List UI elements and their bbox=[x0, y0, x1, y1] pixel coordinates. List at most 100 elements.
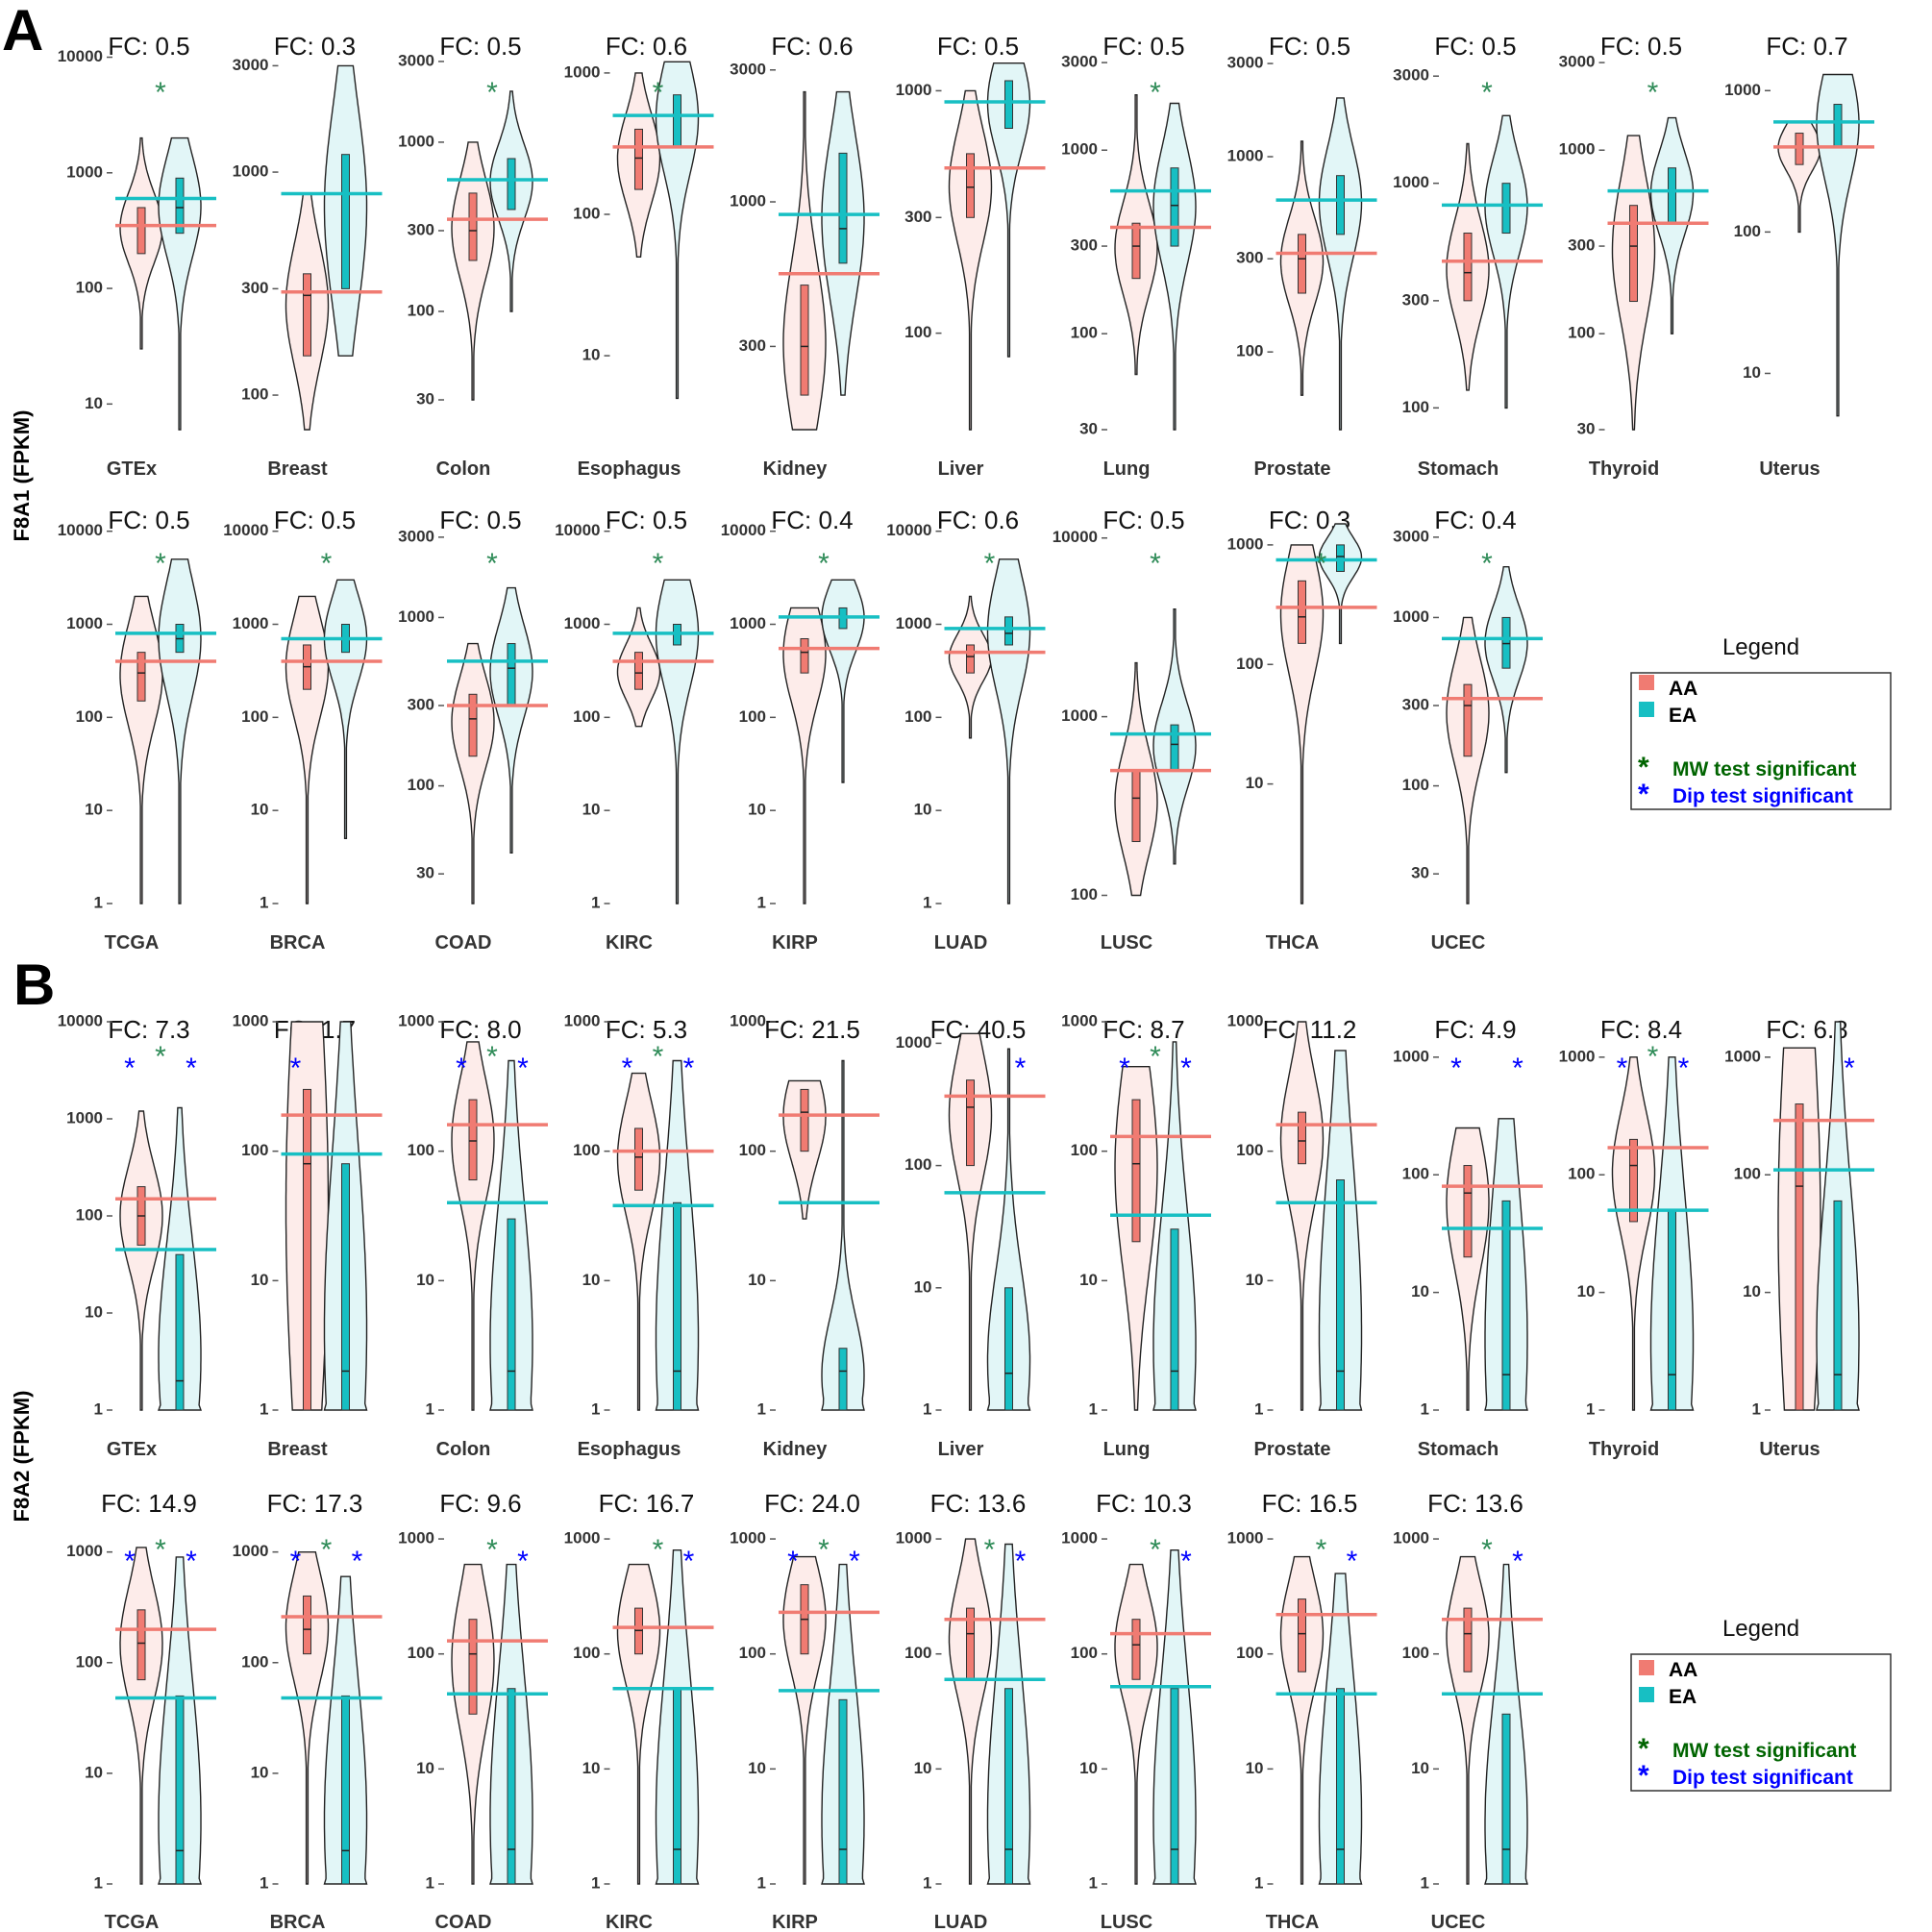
box-aa bbox=[303, 1088, 311, 1411]
facet-lung: FC: 8.7 Lung 1 10 100 1000 * * * bbox=[1061, 1011, 1211, 1460]
dip-star-ea: * bbox=[683, 1053, 695, 1084]
facet-title: FC: 0.5 bbox=[1102, 506, 1184, 534]
panel-b-ylabel: F8A2 (FPKM) bbox=[10, 1391, 34, 1523]
y-tick-label: 100 bbox=[573, 1141, 600, 1159]
violin-ea bbox=[1318, 523, 1363, 645]
y-tick-label: 1 bbox=[1254, 1873, 1263, 1892]
y-tick-label: 1 bbox=[1586, 1399, 1595, 1418]
facet-category: THCA bbox=[1266, 1912, 1320, 1932]
y-tick-label: 100 bbox=[1568, 324, 1595, 342]
box-ea bbox=[673, 1688, 681, 1885]
y-tick-label: 30 bbox=[416, 389, 434, 408]
facet-title: FC: 0.5 bbox=[439, 32, 521, 61]
y-tick-label: 10 bbox=[914, 1759, 932, 1777]
facet-liver: FC: 0.5 Liver 100 300 1000 bbox=[896, 32, 1046, 480]
legend-b-ea-label: EA bbox=[1669, 1686, 1697, 1708]
dip-star-ea: * bbox=[1015, 1053, 1027, 1084]
facet-title: FC: 8.7 bbox=[1102, 1015, 1184, 1044]
y-tick-label: 300 bbox=[241, 279, 268, 297]
y-tick-label: 3000 bbox=[398, 51, 434, 69]
facet-coad: FC: 0.5 COAD 30 100 300 1000 3000 * bbox=[398, 506, 548, 954]
y-tick-label: 10000 bbox=[223, 521, 268, 539]
violin-ea bbox=[821, 1059, 865, 1411]
box-aa bbox=[468, 1619, 478, 1715]
y-tick-label: 100 bbox=[1236, 1141, 1263, 1159]
facet-title: FC: 0.7 bbox=[1766, 32, 1847, 61]
facet-category: Colon bbox=[436, 458, 491, 480]
dip-star-aa: * bbox=[124, 1546, 136, 1577]
facet-breast: FC: 0.3 Breast 100 300 1000 3000 bbox=[233, 32, 383, 480]
legend-b-box bbox=[1630, 1653, 1892, 1792]
y-tick-label: 100 bbox=[76, 1205, 103, 1224]
facet-tcga: FC: 14.9 TCGA 1 10 100 1000 * * * bbox=[66, 1489, 216, 1932]
y-tick-label: 100 bbox=[739, 1141, 766, 1159]
y-tick-label: 10 bbox=[582, 801, 601, 819]
facet-brca: FC: 17.3 BRCA 1 10 100 1000 * * * bbox=[233, 1489, 383, 1932]
facet-category: Liver bbox=[938, 458, 984, 480]
y-tick-label: 1 bbox=[591, 1873, 600, 1892]
box-aa bbox=[1629, 1138, 1638, 1223]
y-tick-label: 1000 bbox=[398, 1529, 434, 1548]
dip-star-ea: * bbox=[186, 1546, 197, 1577]
legend-a-title: Legend bbox=[1722, 634, 1799, 660]
facet-category: COAD bbox=[435, 1912, 492, 1932]
box-ea bbox=[1501, 1713, 1511, 1885]
y-tick-label: 1000 bbox=[730, 614, 766, 632]
facet-kidney: FC: 21.5 Kidney 1 10 100 1000 bbox=[730, 1011, 879, 1460]
y-tick-label: 100 bbox=[1071, 1644, 1098, 1662]
y-tick-label: 3000 bbox=[398, 527, 434, 545]
panel-b-letter: B bbox=[13, 953, 55, 1017]
dip-star-ea: * bbox=[1015, 1546, 1027, 1577]
y-tick-label: 10 bbox=[582, 1759, 601, 1777]
facet-title: FC: 0.5 bbox=[108, 32, 189, 61]
y-tick-label: 10 bbox=[582, 1271, 601, 1289]
box-aa bbox=[1131, 770, 1141, 843]
violin-ea bbox=[1649, 116, 1695, 334]
dip-star-aa: * bbox=[1617, 1053, 1628, 1084]
y-tick-label: 100 bbox=[904, 323, 931, 341]
facet-kirc: FC: 0.5 KIRC 1 10 100 1000 10000 * bbox=[555, 506, 714, 954]
y-tick-label: 10000 bbox=[58, 521, 103, 539]
facet-title: FC: 0.5 bbox=[1434, 32, 1516, 61]
box-aa bbox=[966, 644, 975, 674]
box-ea bbox=[1004, 616, 1013, 646]
y-tick-label: 1000 bbox=[1393, 607, 1429, 626]
facet-category: Kidney bbox=[763, 458, 829, 480]
facet-esophagus: FC: 5.3 Esophagus 1 10 100 1000 * * * bbox=[564, 1011, 714, 1460]
box-aa bbox=[1795, 1103, 1804, 1411]
y-tick-label: 300 bbox=[408, 695, 434, 713]
facet-category: Thyroid bbox=[1589, 1439, 1659, 1460]
mw-star: * bbox=[1316, 1534, 1327, 1566]
box-aa bbox=[303, 1595, 311, 1655]
y-tick-label: 10 bbox=[748, 801, 766, 819]
y-tick-label: 100 bbox=[1236, 655, 1263, 673]
violin-ea bbox=[986, 62, 1031, 358]
facet-lung: FC: 0.5 Lung 30 100 300 1000 3000 * bbox=[1061, 32, 1211, 480]
violin-aa bbox=[1279, 1555, 1325, 1885]
facet-luad: FC: 0.6 LUAD 1 10 100 1000 10000 * bbox=[886, 506, 1046, 954]
y-tick-label: 100 bbox=[1402, 776, 1429, 794]
y-tick-label: 1000 bbox=[896, 1529, 932, 1548]
y-tick-label: 1000 bbox=[1393, 173, 1429, 191]
mw-star: * bbox=[818, 1534, 830, 1566]
violin-aa bbox=[782, 607, 827, 904]
mw-star: * bbox=[984, 548, 996, 580]
y-tick-label: 10 bbox=[1246, 1759, 1264, 1777]
y-tick-label: 100 bbox=[1402, 1644, 1429, 1662]
facet-thyroid: FC: 0.5 Thyroid 30 100 300 1000 3000 * bbox=[1559, 32, 1709, 480]
facet-lusc: FC: 0.5 LUSC 100 1000 10000 * bbox=[1053, 506, 1211, 954]
y-tick-label: 1000 bbox=[1061, 706, 1098, 725]
facet-title: FC: 0.4 bbox=[771, 506, 853, 534]
facet-title: FC: 8.4 bbox=[1600, 1015, 1682, 1044]
facet-category: THCA bbox=[1266, 932, 1320, 954]
violin-ea bbox=[1152, 1041, 1197, 1411]
facet-kirp: FC: 0.4 KIRP 1 10 100 1000 10000 * bbox=[721, 506, 879, 954]
y-tick-label: 1000 bbox=[398, 607, 434, 626]
y-tick-label: 100 bbox=[904, 707, 931, 726]
facet-category: GTEx bbox=[107, 1439, 157, 1460]
facet-lusc: FC: 10.3 LUSC 1 10 100 1000 * * bbox=[1061, 1489, 1211, 1932]
y-tick-label: 1000 bbox=[1559, 140, 1596, 159]
facet-category: BRCA bbox=[270, 932, 326, 954]
y-tick-label: 1000 bbox=[1061, 1011, 1098, 1029]
y-tick-label: 1 bbox=[260, 893, 268, 911]
